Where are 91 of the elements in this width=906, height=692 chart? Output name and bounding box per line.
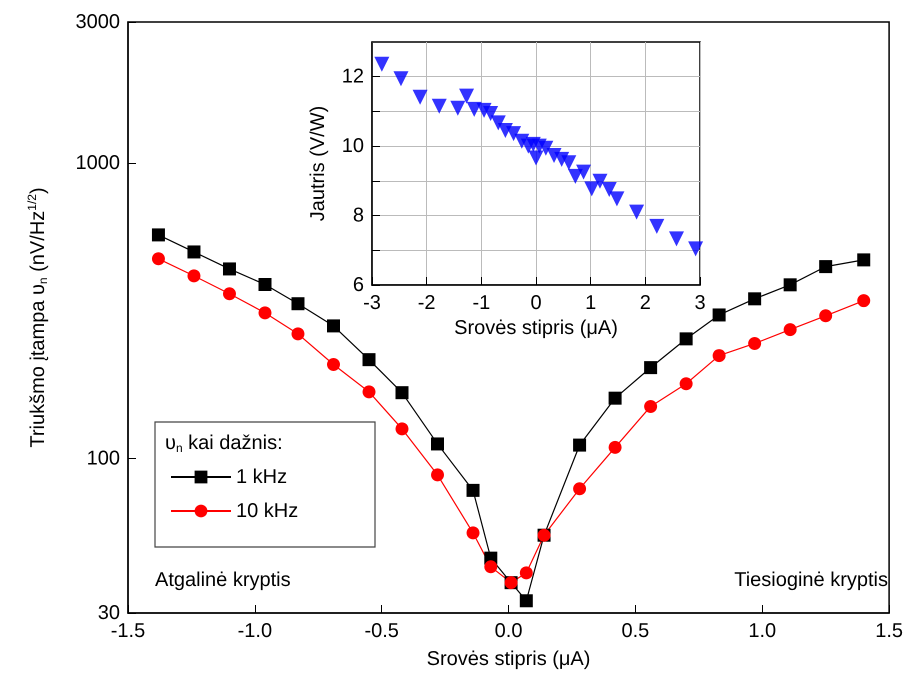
x-tick-label: -3 <box>363 292 381 314</box>
x-tick-label: 0.0 <box>494 620 522 642</box>
point <box>291 327 304 340</box>
x-tick-label: -1 <box>472 292 490 314</box>
point <box>644 400 658 413</box>
point <box>644 361 658 374</box>
point <box>784 278 797 292</box>
point <box>326 319 340 332</box>
point <box>748 292 762 306</box>
point <box>819 309 832 322</box>
point <box>187 245 200 258</box>
x-tick-label: -2 <box>418 292 436 314</box>
point <box>362 385 376 398</box>
point <box>483 106 498 122</box>
y-axis-title: Triukšmo įtampa υn (nV/Hz1/2) <box>25 187 50 448</box>
x-tick-label: -1.0 <box>238 620 272 642</box>
x-tick-label: -0.5 <box>364 620 399 642</box>
point <box>573 438 586 452</box>
point <box>668 231 684 246</box>
y-tick-label: 1000 <box>76 152 120 174</box>
point <box>484 560 498 574</box>
point <box>187 269 200 282</box>
point <box>602 182 617 198</box>
point <box>608 392 622 405</box>
point <box>222 287 236 300</box>
y-tick-label: 10 <box>342 135 364 158</box>
point <box>258 306 272 320</box>
y-tick-label: 3000 <box>76 11 120 33</box>
annotation: Atgalinė kryptis <box>155 569 291 591</box>
point <box>152 252 165 266</box>
point <box>412 90 428 105</box>
point <box>395 386 408 400</box>
point <box>784 323 797 336</box>
point <box>362 353 376 366</box>
point <box>374 56 390 72</box>
y-axis-title: Jautris (V/W) <box>307 106 329 222</box>
x-axis-title: Srovės stipris (μA) <box>426 648 590 670</box>
point <box>712 308 726 322</box>
point <box>538 140 554 156</box>
annotation: Tiesioginė kryptis <box>734 569 888 591</box>
point <box>258 278 272 291</box>
point <box>450 100 466 116</box>
point <box>520 594 533 608</box>
point <box>609 191 624 206</box>
point <box>573 482 586 496</box>
point <box>629 204 644 220</box>
y-tick-label: 6 <box>352 274 364 296</box>
point <box>490 115 506 130</box>
point <box>649 218 664 234</box>
x-tick-label: 3 <box>694 292 706 314</box>
point <box>291 297 304 310</box>
point <box>748 336 762 350</box>
point <box>520 566 533 580</box>
legend-label: 1 kHz <box>236 466 288 488</box>
x-tick-label: 1.5 <box>875 620 904 642</box>
point <box>396 422 408 436</box>
y-tick-label: 100 <box>86 447 120 470</box>
x-tick-label: 0.5 <box>621 620 650 642</box>
point <box>680 377 693 390</box>
point <box>152 228 165 242</box>
point <box>393 71 408 86</box>
point <box>680 332 693 346</box>
point <box>506 126 522 142</box>
point <box>592 174 608 189</box>
x-tick-label: 1.0 <box>748 620 776 642</box>
point <box>466 102 482 117</box>
x-axis-title: Srovės stipris (μA) <box>454 316 618 339</box>
point <box>819 260 832 274</box>
point <box>222 262 236 276</box>
point <box>432 98 447 114</box>
point <box>608 440 622 454</box>
x-tick-label: 1 <box>585 292 596 314</box>
point <box>466 526 480 540</box>
y-tick-label: 8 <box>352 204 364 227</box>
x-tick-label: 0 <box>530 292 542 314</box>
y-tick-label: 12 <box>342 66 364 88</box>
point <box>857 253 870 266</box>
point <box>327 358 340 371</box>
point <box>857 294 870 308</box>
point <box>712 349 726 362</box>
point <box>528 150 544 166</box>
point <box>466 484 480 497</box>
legend-label: 10 kHz <box>236 500 298 522</box>
x-tick-label: 2 <box>640 292 651 314</box>
point <box>431 437 444 450</box>
point <box>688 241 704 256</box>
point <box>561 155 576 170</box>
point <box>584 181 600 196</box>
point <box>576 164 592 180</box>
point <box>431 468 444 482</box>
point <box>459 88 474 104</box>
